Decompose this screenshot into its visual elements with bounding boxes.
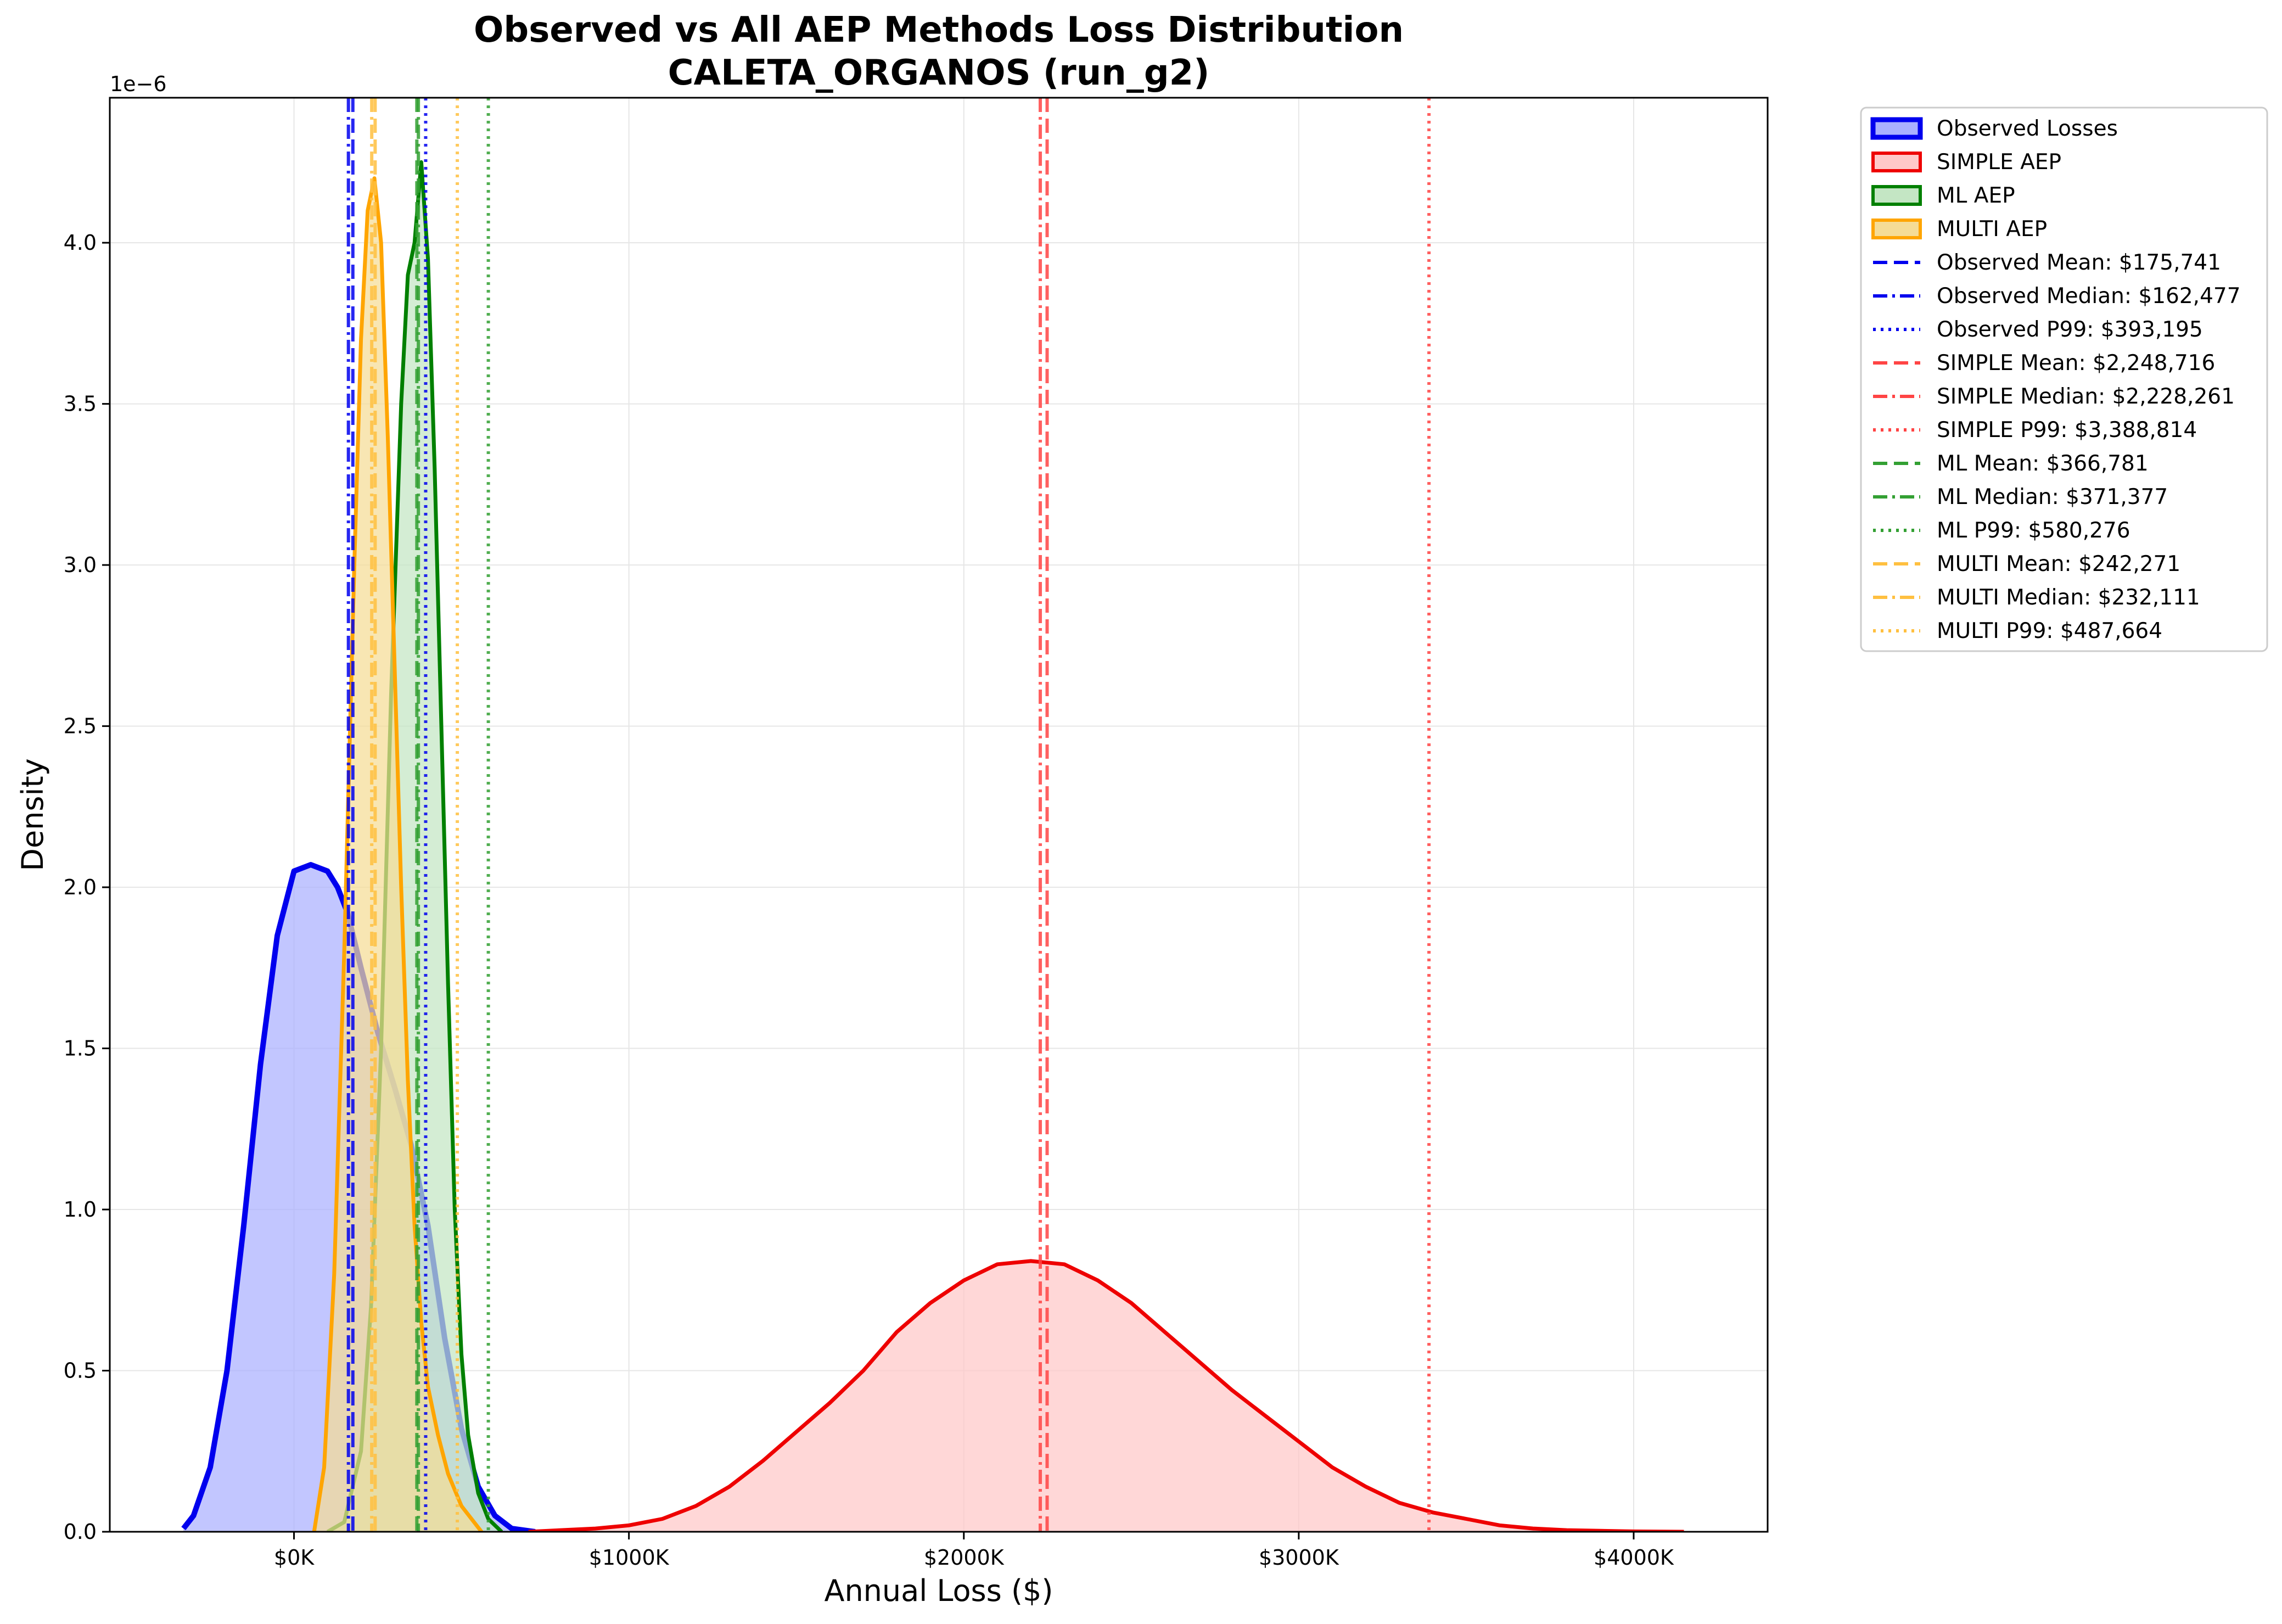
density-line-simple-aep [528, 1259, 1684, 1532]
legend-box [1860, 107, 2268, 652]
legend-label-7: SIMPLE Mean: $2,248,716 [1937, 351, 2215, 376]
area-fill-simple-aep [528, 1261, 1684, 1532]
legend-label-13: MULTI Mean: $242,271 [1937, 552, 2180, 576]
x-tick-label-3: $3000K [1259, 1545, 1339, 1570]
density-line-multi-aep [312, 176, 483, 1532]
x-tick-label-2: $2000K [924, 1545, 1005, 1570]
y-tick-label-1: 0.5 [64, 1359, 97, 1383]
legend-label-0: Observed Losses [1937, 116, 2118, 141]
y-tick-label-7: 3.5 [64, 392, 97, 416]
legend-label-15: MULTI P99: $487,664 [1937, 619, 2162, 643]
y-tick-label-4: 2.0 [64, 875, 97, 899]
y-tick-label-8: 4.0 [64, 231, 97, 255]
density-areas [181, 160, 1684, 1532]
y-tick-label-0: 0.0 [64, 1520, 97, 1544]
legend-label-1: SIMPLE AEP [1937, 150, 2061, 175]
chart-title-line-1: Observed vs All AEP Methods Loss Distrib… [474, 10, 1404, 51]
legend-label-9: SIMPLE P99: $3,388,814 [1937, 418, 2197, 443]
legend-label-12: ML P99: $580,276 [1937, 518, 2130, 543]
legend: Observed Losses SIMPLE AEP ML AEP MULTI AEP… [1860, 107, 2268, 652]
legend-swatch-2 [1871, 185, 1922, 206]
legend-swatch-1 [1871, 152, 1922, 172]
legend-swatch-3 [1871, 219, 1922, 239]
y-tick-label-2: 1.0 [64, 1197, 97, 1222]
x-axis-ticks: $0K $1000K $2000K $3000K $4000K [274, 1532, 1674, 1570]
x-tick-label-1: $1000K [589, 1545, 670, 1570]
legend-label-8: SIMPLE Median: $2,228,261 [1937, 384, 2235, 409]
legend-label-14: MULTI Median: $232,111 [1937, 585, 2200, 610]
plot-frame [109, 97, 1769, 1533]
reference-lines [346, 98, 1431, 1532]
x-tick-label-0: $0K [274, 1545, 315, 1570]
legend-label-4: Observed Mean: $175,741 [1937, 250, 2221, 275]
legend-label-5: Observed Median: $162,477 [1937, 284, 2241, 309]
legend-swatch-0 [1870, 117, 1923, 140]
y-tick-label-3: 1.5 [64, 1037, 97, 1061]
y-tick-label-6: 3.0 [64, 553, 97, 577]
y-axis-label: Density [15, 758, 50, 871]
x-axis-label: Annual Loss ($) [825, 1573, 1053, 1608]
legend-label-3: MULTI AEP [1937, 217, 2047, 242]
legend-label-11: ML Median: $371,377 [1937, 485, 2168, 509]
y-tick-label-5: 2.5 [64, 714, 97, 738]
y-offset-label: 1e−6 [110, 72, 167, 96]
legend-label-10: ML Mean: $366,781 [1937, 451, 2149, 476]
legend-label-2: ML AEP [1937, 183, 2015, 208]
area-fill-ml-aep [327, 162, 502, 1532]
x-tick-label-4: $4000K [1594, 1545, 1674, 1570]
chart-title-line-2: CALETA_ORGANOS (run_g2) [668, 53, 1210, 93]
y-axis-ticks: 0.0 0.5 1.0 1.5 2.0 2.5 3.0 3.5 4.0 [64, 231, 110, 1544]
legend-label-6: Observed P99: $393,195 [1937, 317, 2203, 342]
